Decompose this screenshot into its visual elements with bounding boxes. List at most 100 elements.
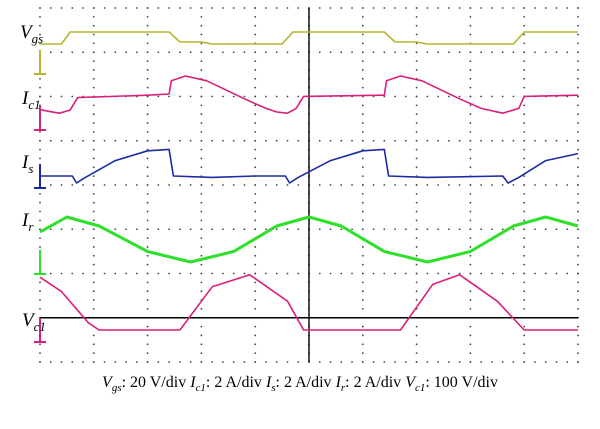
grid-dot: [135, 361, 138, 363]
grid-dot: [200, 95, 203, 98]
grid-dot: [577, 184, 579, 186]
grid-dot: [92, 201, 95, 204]
grid-dot: [254, 210, 257, 213]
grid-dot: [254, 219, 257, 222]
grid-dot: [577, 157, 579, 160]
grid-dot: [146, 325, 149, 328]
grid-dot: [254, 299, 257, 301]
grid-dot: [125, 228, 127, 231]
grid-dot: [523, 139, 526, 142]
grid-dot: [254, 86, 257, 89]
grid-dot: [577, 361, 579, 363]
grid-dot: [512, 51, 515, 54]
grid-dot: [415, 104, 418, 107]
grid-dot: [415, 139, 418, 142]
label-is: Is: [22, 152, 34, 176]
grid-dot: [168, 228, 171, 231]
grid-dot: [523, 77, 526, 80]
grid-dot: [523, 157, 526, 160]
grid-dot: [501, 139, 504, 142]
grid-dot: [394, 184, 396, 186]
grid-dot: [232, 361, 235, 363]
grid-dot: [469, 113, 472, 116]
caption-sub: c1: [414, 382, 426, 395]
grid-dot: [318, 228, 321, 231]
grid-dot: [200, 69, 203, 71]
grid-dot: [523, 113, 526, 116]
grid-dot: [297, 361, 300, 363]
grid-dot: [501, 272, 504, 275]
grid-dot: [469, 192, 472, 195]
grid-dot: [178, 184, 181, 186]
grid-dot: [146, 86, 149, 89]
grid-dot: [512, 228, 515, 231]
grid-dot: [297, 228, 300, 231]
trace-is: [40, 148, 579, 184]
grid-dot: [534, 272, 536, 275]
grid-dot: [125, 184, 127, 186]
grid-dot: [200, 157, 203, 160]
grid-dot: [146, 352, 149, 355]
trace-vc1: [39, 273, 578, 331]
grid-dot: [480, 184, 483, 186]
grid-dot: [523, 281, 526, 284]
grid-dot: [168, 51, 171, 54]
grid-dot: [265, 272, 267, 275]
grid-dot: [383, 228, 386, 231]
grid-dot: [415, 7, 418, 9]
grid-dot: [243, 184, 246, 186]
grid-dot: [555, 7, 558, 9]
grid-dot: [60, 184, 63, 186]
grid-dot: [458, 228, 461, 231]
grid-dot: [39, 281, 41, 284]
grid-dot: [372, 51, 375, 54]
grid-dot: [222, 51, 224, 54]
grid-dot: [92, 148, 95, 151]
grid-dot: [469, 237, 472, 240]
grid-dot: [577, 166, 579, 169]
grid-dot: [178, 95, 181, 98]
grid-dot: [340, 272, 343, 275]
grid-dot: [92, 175, 95, 178]
grid-dot: [92, 42, 95, 45]
grid-dot: [544, 228, 547, 231]
grid-dot: [189, 228, 192, 231]
grid-dot: [92, 33, 95, 36]
grid-dot: [469, 263, 472, 266]
grid-dot: [146, 299, 149, 301]
grid-dot: [297, 7, 300, 9]
grid-dot: [297, 51, 300, 54]
caption-sub: r: [340, 382, 346, 395]
grid-dot: [318, 184, 321, 186]
grid-dot: [415, 184, 418, 186]
grid-dot: [577, 42, 579, 45]
grid-dot: [458, 7, 461, 9]
grid-dot: [200, 254, 203, 257]
grid-dot: [329, 184, 332, 186]
grid-dot: [534, 361, 536, 363]
grid-dot: [394, 51, 396, 54]
grid-dot: [39, 192, 41, 195]
grid-dot: [523, 290, 526, 293]
grid-dot: [577, 148, 579, 151]
grid-dot: [125, 139, 127, 142]
grid-dot: [232, 184, 235, 186]
grid-dot: [415, 201, 418, 204]
grid-dot: [523, 325, 526, 328]
grid-dot: [254, 272, 257, 275]
grid-dot: [447, 272, 450, 275]
grid-dot: [469, 272, 472, 275]
grid-dot: [523, 148, 526, 151]
grid-dot: [254, 246, 257, 248]
grid-dot: [39, 24, 41, 27]
grid-dot: [480, 95, 483, 98]
label-ir: Ir: [22, 210, 34, 234]
grid-dot: [254, 69, 257, 71]
grid-dot: [200, 86, 203, 89]
grid-dot: [523, 272, 526, 275]
grid-dot: [577, 246, 579, 248]
grid-dot: [351, 184, 353, 186]
grid-dot: [146, 157, 149, 160]
grid-dot: [523, 334, 526, 337]
grid-dot: [146, 281, 149, 284]
